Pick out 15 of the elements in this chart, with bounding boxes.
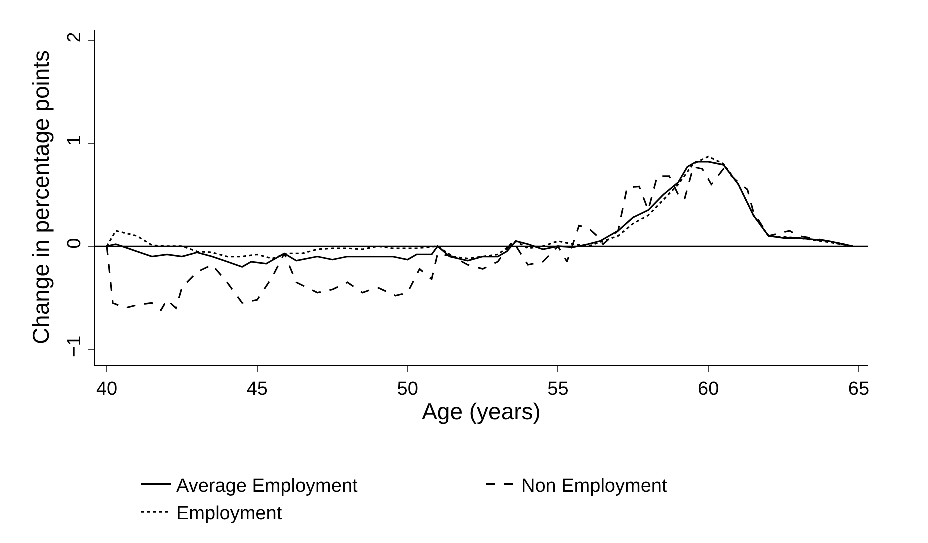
x-tick-label: 55 (548, 378, 569, 400)
y-tick-label: 1 (64, 135, 86, 146)
x-tick-label: 50 (397, 378, 418, 400)
x-tick-label: 45 (246, 378, 268, 400)
y-axis-title: Change in percentage points (28, 50, 54, 345)
legend-label: Employment (176, 503, 283, 524)
x-tick-label: 65 (848, 378, 870, 400)
x-tick-label: 60 (698, 378, 720, 400)
legend-label: Average Employment (176, 476, 359, 497)
y-tick-label: −1 (64, 336, 86, 358)
x-tick-label: 40 (96, 378, 118, 400)
x-axis-title: Age (years) (422, 398, 541, 424)
y-tick-label: 0 (64, 238, 86, 249)
y-tick-label: 2 (64, 32, 86, 43)
legend-label: Non Employment (522, 476, 668, 497)
